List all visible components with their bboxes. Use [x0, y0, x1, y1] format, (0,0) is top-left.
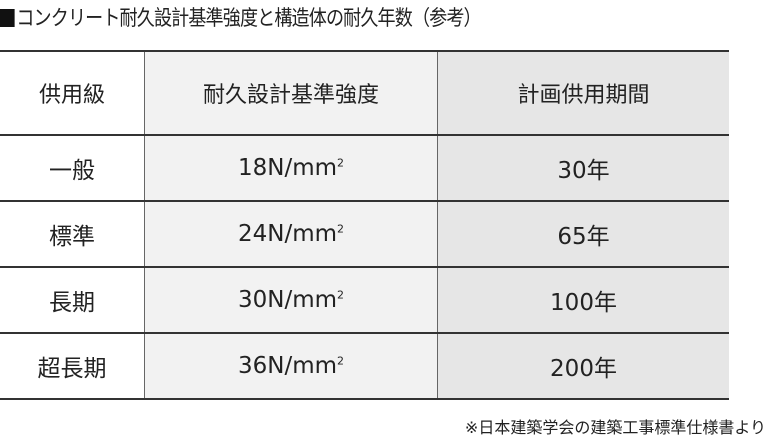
cell-strength: 30N/mm2: [144, 266, 438, 334]
header-period: 計画供用期間: [437, 50, 729, 136]
cell-period: 65年: [437, 200, 729, 268]
source-note: ※日本建築学会の建築工事標準仕様書より: [464, 418, 766, 437]
title-text: コンクリート耐久設計基準強度と構造体の耐久年数（参考）: [16, 6, 481, 30]
header-strength: 耐久設計基準強度: [144, 50, 438, 136]
table-row: 超長期 36N/mm2 200年: [0, 332, 729, 400]
cell-period: 100年: [437, 266, 729, 334]
table-row: 一般 18N/mm2 30年: [0, 134, 729, 202]
square-bullet-icon: [0, 9, 15, 27]
cell-strength: 24N/mm2: [144, 200, 438, 268]
cell-period: 200年: [437, 332, 729, 400]
header-grade: 供用級: [0, 50, 145, 136]
cell-grade: 一般: [0, 134, 145, 202]
cell-strength: 36N/mm2: [144, 332, 438, 400]
table-row: 長期 30N/mm2 100年: [0, 266, 729, 334]
cell-strength: 18N/mm2: [144, 134, 438, 202]
durability-table: 供用級 耐久設計基準強度 計画供用期間 一般 18N/mm2 30年 標準 24…: [0, 50, 729, 400]
cell-grade: 超長期: [0, 332, 145, 400]
table-header-row: 供用級 耐久設計基準強度 計画供用期間: [0, 50, 729, 136]
cell-period: 30年: [437, 134, 729, 202]
table-row: 標準 24N/mm2 65年: [0, 200, 729, 268]
document-title: コンクリート耐久設計基準強度と構造体の耐久年数（参考）: [0, 2, 482, 32]
cell-grade: 標準: [0, 200, 145, 268]
cell-grade: 長期: [0, 266, 145, 334]
